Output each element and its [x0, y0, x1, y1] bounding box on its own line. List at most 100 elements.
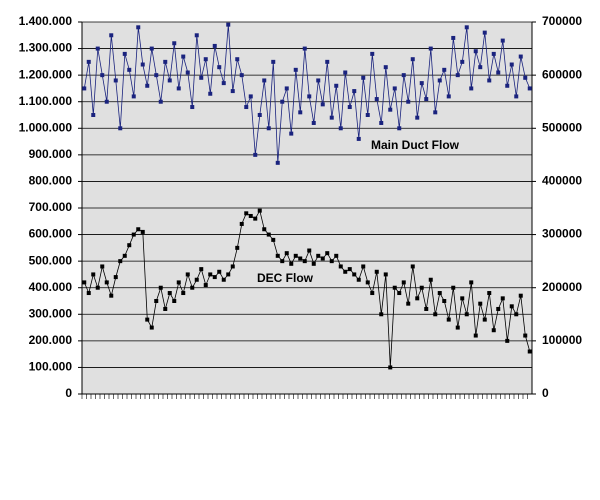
- y-tick-label: 0: [65, 386, 72, 400]
- y2-tick-label: 700000: [542, 14, 582, 28]
- point-marker: [361, 75, 366, 80]
- point-marker: [248, 213, 253, 218]
- point-marker: [239, 221, 244, 226]
- point-marker: [181, 54, 186, 59]
- point-marker: [518, 293, 523, 298]
- point-marker: [392, 86, 397, 91]
- point-marker: [307, 94, 312, 99]
- point-marker: [406, 99, 411, 104]
- point-marker: [244, 211, 249, 216]
- point-marker: [131, 232, 136, 237]
- point-marker: [185, 70, 190, 75]
- y-tick-label: 600.000: [29, 227, 73, 241]
- point-marker: [505, 83, 510, 88]
- point-marker: [149, 325, 154, 330]
- point-marker: [415, 115, 420, 120]
- point-marker: [487, 78, 492, 83]
- point-marker: [190, 105, 195, 110]
- point-marker: [451, 35, 456, 40]
- point-marker: [496, 70, 501, 75]
- y-tick-label: 700.000: [29, 200, 73, 214]
- point-marker: [455, 73, 460, 78]
- point-marker: [424, 306, 429, 311]
- point-marker: [100, 73, 105, 78]
- point-marker: [419, 285, 424, 290]
- point-marker: [527, 86, 532, 91]
- point-marker: [275, 160, 280, 165]
- point-marker: [140, 229, 145, 234]
- point-marker: [113, 78, 118, 83]
- point-marker: [496, 306, 501, 311]
- point-marker: [208, 91, 213, 96]
- point-marker: [280, 259, 285, 264]
- point-marker: [379, 312, 384, 317]
- point-marker: [523, 75, 528, 80]
- point-marker: [86, 291, 91, 296]
- point-marker: [320, 256, 325, 261]
- point-marker: [469, 280, 474, 285]
- point-marker: [266, 232, 271, 237]
- point-marker: [500, 38, 505, 43]
- annotation: Main Duct Flow: [371, 138, 460, 152]
- point-marker: [163, 306, 168, 311]
- point-marker: [455, 325, 460, 330]
- point-marker: [329, 259, 334, 264]
- point-marker: [325, 251, 330, 256]
- y-tick-label: 200.000: [29, 333, 73, 347]
- point-marker: [365, 113, 370, 117]
- point-marker: [190, 285, 195, 290]
- point-marker: [352, 272, 357, 277]
- point-marker: [154, 73, 159, 78]
- point-marker: [500, 296, 505, 301]
- point-marker: [365, 280, 370, 285]
- point-marker: [194, 33, 199, 38]
- point-marker: [410, 264, 415, 269]
- point-marker: [401, 280, 406, 285]
- point-marker: [136, 227, 141, 232]
- y-tick-label: 1.200.000: [19, 67, 73, 81]
- point-marker: [91, 113, 96, 117]
- point-marker: [82, 86, 87, 91]
- point-marker: [109, 293, 114, 298]
- point-marker: [356, 277, 361, 282]
- point-marker: [176, 280, 181, 285]
- point-marker: [361, 264, 366, 269]
- point-marker: [451, 285, 456, 290]
- y2-tick-label: 300000: [542, 227, 582, 241]
- point-marker: [527, 349, 532, 354]
- y-tick-label: 800.000: [29, 174, 73, 188]
- y2-tick-label: 200000: [542, 280, 582, 294]
- point-marker: [239, 73, 244, 78]
- point-marker: [298, 110, 303, 115]
- point-marker: [509, 304, 514, 309]
- point-marker: [257, 208, 262, 213]
- point-marker: [334, 253, 339, 258]
- point-marker: [158, 285, 163, 290]
- point-marker: [302, 46, 307, 51]
- point-marker: [338, 264, 343, 269]
- point-marker: [181, 291, 186, 296]
- point-marker: [397, 291, 402, 296]
- point-marker: [122, 253, 127, 258]
- point-marker: [172, 41, 177, 46]
- point-marker: [307, 248, 312, 253]
- point-marker: [82, 280, 87, 285]
- point-marker: [406, 301, 411, 306]
- point-marker: [172, 299, 177, 303]
- point-marker: [401, 73, 406, 78]
- point-marker: [487, 291, 492, 296]
- point-marker: [374, 269, 379, 274]
- point-marker: [275, 253, 280, 258]
- point-marker: [203, 283, 208, 288]
- point-marker: [446, 94, 451, 99]
- point-marker: [347, 267, 352, 272]
- point-marker: [473, 49, 478, 54]
- point-marker: [491, 51, 496, 56]
- point-marker: [235, 245, 240, 250]
- point-marker: [311, 120, 316, 125]
- point-marker: [253, 152, 258, 157]
- point-marker: [199, 75, 204, 80]
- point-marker: [491, 328, 496, 333]
- point-marker: [388, 107, 393, 112]
- point-marker: [388, 365, 393, 370]
